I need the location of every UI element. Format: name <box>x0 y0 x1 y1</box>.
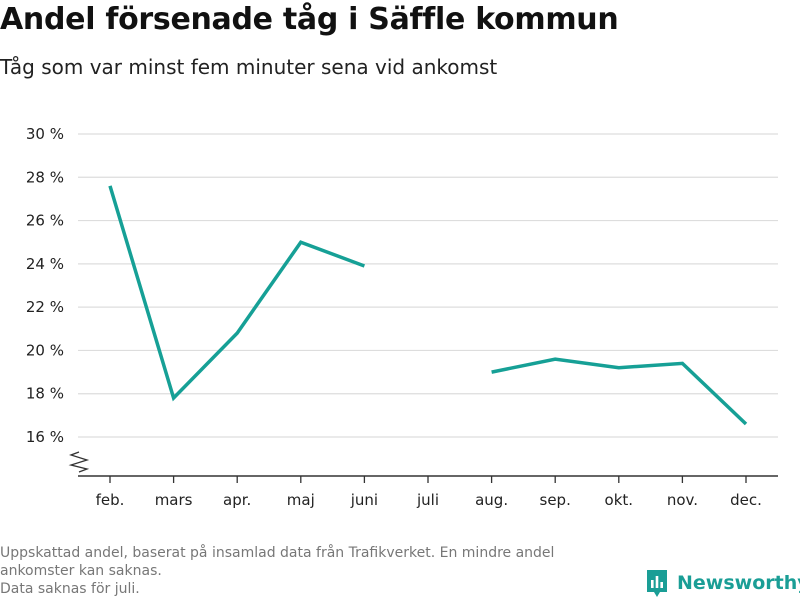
y-tick-label: 22 % <box>26 298 64 316</box>
chart-subtitle: Tåg som var minst fem minuter sena vid a… <box>0 55 498 79</box>
footer-note: Uppskattad andel, baserat på insamlad da… <box>0 544 630 598</box>
chart-title: Andel försenade tåg i Säffle kommun <box>0 2 619 37</box>
y-tick-label: 24 % <box>26 255 64 273</box>
footer-note-line: Uppskattad andel, baserat på insamlad da… <box>0 545 555 561</box>
y-tick-label: 20 % <box>26 341 64 359</box>
brand-name: Newsworthy <box>677 572 800 594</box>
footer-note-line: Data saknas för juli. <box>0 581 140 597</box>
line-chart: 16 % 18 % 20 % 22 % 24 % 26 % 28 % 30 % feb. mar… <box>26 125 778 509</box>
x-tick-label: nov. <box>667 491 698 509</box>
x-axis-ticks: feb. mars apr. maj juni juli aug. sep. okt. nov. d… <box>96 476 762 509</box>
x-tick-label: maj <box>287 491 315 509</box>
x-tick-label: mars <box>155 491 193 509</box>
x-axis <box>68 451 778 477</box>
series-line <box>108 185 366 402</box>
gridlines <box>78 133 778 438</box>
x-tick-label: feb. <box>96 491 125 509</box>
series-lines <box>108 185 748 426</box>
y-tick-label: 26 % <box>26 212 64 230</box>
y-tick-label: 30 % <box>26 125 64 143</box>
footer-note-line: ankomster kan saknas. <box>0 563 162 579</box>
series-line <box>491 357 748 426</box>
x-tick-label: dec. <box>730 491 762 509</box>
y-tick-label: 28 % <box>26 168 64 186</box>
y-tick-label: 18 % <box>26 385 64 403</box>
x-tick-label: sep. <box>540 491 571 509</box>
y-tick-label: 16 % <box>26 428 64 446</box>
x-tick-label: apr. <box>223 491 251 509</box>
x-tick-label: juli <box>416 491 439 509</box>
x-tick-label: okt. <box>605 491 634 509</box>
y-axis-ticks: 16 % 18 % 20 % 22 % 24 % 26 % 28 % 30 % <box>26 125 64 446</box>
x-tick-label: juni <box>350 491 378 509</box>
x-tick-label: aug. <box>475 491 508 509</box>
newsworthy-logo[interactable]: Newsworthy <box>645 568 800 598</box>
axis-break-icon <box>68 451 90 473</box>
bar-chart-icon <box>647 570 667 597</box>
